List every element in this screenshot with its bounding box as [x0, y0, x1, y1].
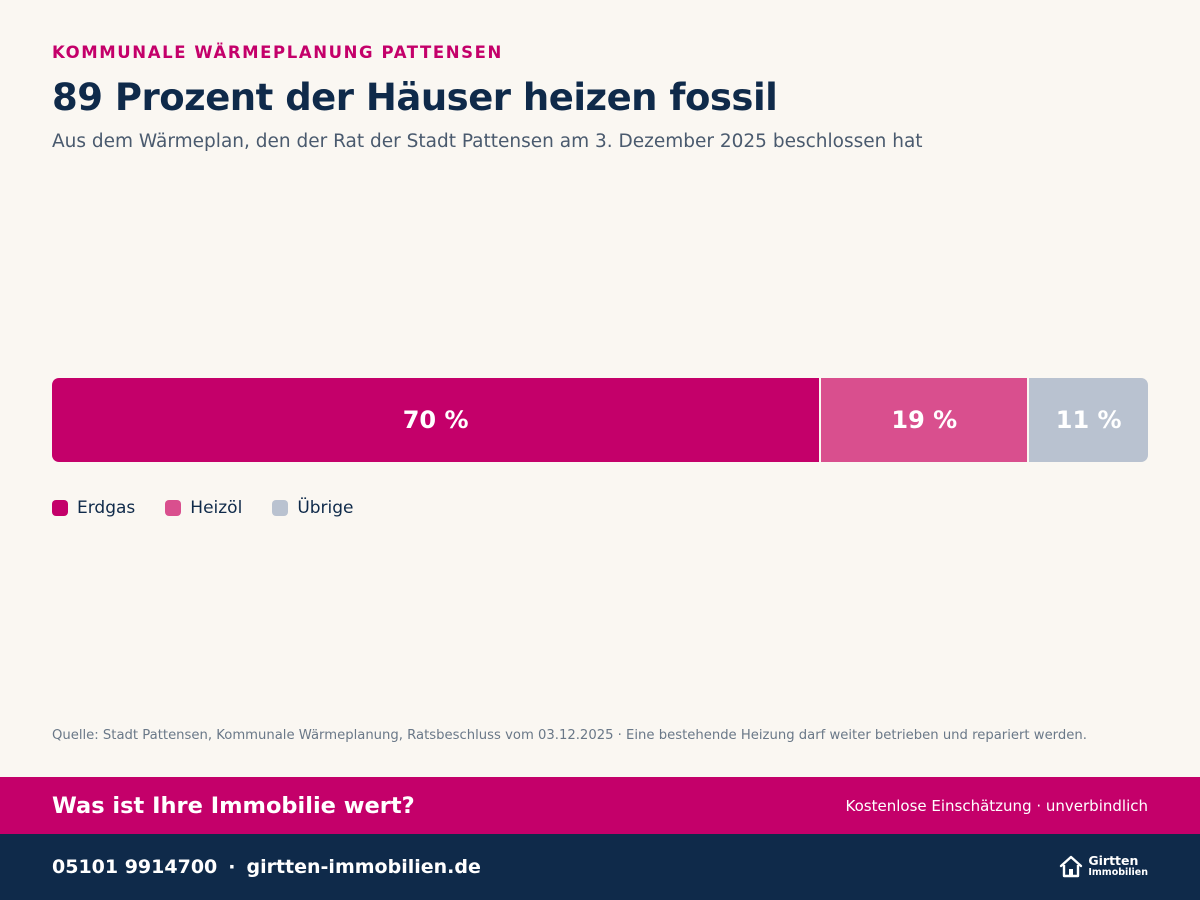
cta-title[interactable]: Was ist Ihre Immobilie wert?	[52, 792, 415, 819]
logo-name: Girtten	[1088, 853, 1139, 868]
contact-info: 05101 9914700 · girtten-immobilien.de	[52, 856, 481, 878]
cta-banner[interactable]: Was ist Ihre Immobilie wert? Kostenlose …	[0, 777, 1200, 834]
legend-item-erdgas: Erdgas	[52, 498, 135, 518]
chart-legend: Erdgas Heizöl Übrige	[52, 498, 354, 518]
phone-number[interactable]: 05101 9914700	[52, 856, 218, 878]
website-link[interactable]: girtten-immobilien.de	[246, 856, 481, 878]
logo-subtitle: Immobilien	[1088, 867, 1148, 878]
bar-segment-heizoel: 19 %	[819, 378, 1028, 462]
bar-label-heizoel: 19 %	[891, 406, 958, 434]
stacked-bar-chart: 70 % 19 % 11 %	[52, 378, 1148, 462]
legend-swatch-erdgas	[52, 500, 68, 516]
legend-swatch-heizoel	[165, 500, 182, 516]
kicker: KOMMUNALE WÄRMEPLANUNG PATTENSEN	[52, 43, 503, 62]
contact-separator: ·	[228, 856, 236, 878]
bar-segment-uebrige: 11 %	[1027, 378, 1148, 462]
page-title: 89 Prozent der Häuser heizen fossil	[52, 76, 778, 119]
house-icon	[1060, 855, 1083, 878]
legend-item-heizoel: Heizöl	[165, 498, 242, 518]
bar-label-erdgas: 70 %	[402, 406, 469, 434]
cta-subtitle: Kostenlose Einschätzung · unverbindlich	[845, 796, 1148, 815]
legend-swatch-uebrige	[272, 500, 289, 516]
brand-logo: Girtten Immobilien	[1059, 853, 1148, 879]
legend-label-heizoel: Heizöl	[190, 498, 243, 518]
footer: 05101 9914700 · girtten-immobilien.de Girt…	[0, 834, 1200, 900]
legend-label-erdgas: Erdgas	[77, 498, 136, 518]
legend-item-uebrige: Übrige	[272, 498, 354, 518]
bar-segment-erdgas: 70 %	[52, 378, 820, 462]
page-subtitle: Aus dem Wärmeplan, den der Rat der Stadt…	[52, 131, 923, 152]
source-note: Quelle: Stadt Pattensen, Kommunale Wärme…	[52, 728, 1087, 743]
legend-label-uebrige: Übrige	[297, 498, 354, 518]
bar-label-uebrige: 11 %	[1055, 406, 1122, 434]
